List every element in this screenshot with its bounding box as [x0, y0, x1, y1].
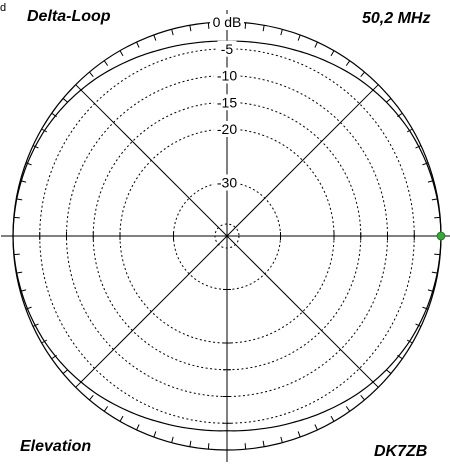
tick-label: -10 [217, 68, 237, 84]
angle-tick [330, 415, 335, 422]
angle-tick [360, 395, 365, 401]
angle-tick [314, 424, 318, 431]
spokes [1, 10, 450, 462]
pattern [12, 40, 442, 432]
edge-mark: d [0, 2, 7, 14]
angle-tick [136, 424, 140, 431]
tick-label: -20 [217, 121, 237, 137]
angle-tick [345, 60, 351, 66]
tick-label: -30 [217, 175, 237, 191]
angle-tick [280, 29, 283, 36]
angle-tick [189, 25, 192, 32]
angle-tick [153, 431, 157, 438]
angle-tick [297, 34, 301, 41]
angle-tick [434, 253, 441, 256]
tick-label-bg [210, 14, 244, 30]
angle-tick [386, 369, 392, 374]
angle-tick [386, 98, 392, 103]
angle-tick [89, 395, 94, 401]
angle-tick [314, 41, 318, 48]
angle-tick [25, 306, 32, 310]
angle-tick [103, 60, 109, 66]
chart-title-left: Delta-Loop [27, 8, 111, 25]
angle-tick [345, 406, 351, 412]
tick-label: -15 [217, 94, 237, 110]
tick-label-bg [213, 94, 241, 111]
angle-tick [62, 369, 68, 374]
author-label: DK7ZB [374, 443, 428, 460]
angle-tick [136, 41, 140, 48]
angle-tick [207, 22, 210, 29]
angle-tick [262, 25, 265, 32]
angle-tick [62, 98, 68, 103]
angle-tick [89, 71, 94, 77]
chart-title-right: 50,2 MHz [362, 10, 431, 27]
angle-tick [297, 431, 301, 438]
tick-label: 0 dB [213, 14, 242, 30]
angle-tick [280, 436, 283, 443]
plane-label: Elevation [20, 438, 92, 455]
angle-tick [119, 50, 124, 57]
pattern-line [12, 40, 442, 432]
angle-tick [244, 443, 247, 450]
angle-tick [13, 253, 20, 256]
tick-label-bg [213, 121, 241, 137]
tick-labels: 0 dB -5 -10 -15 -20 -30 [210, 14, 244, 191]
max-gain-marker [436, 231, 446, 241]
angle-tick [153, 34, 157, 41]
angle-tick [103, 406, 109, 412]
spoke [75, 84, 379, 388]
angle-tick [171, 29, 174, 36]
angle-tick [189, 440, 192, 447]
angle-tick [171, 436, 174, 443]
angle-tick [25, 162, 32, 166]
angle-tick [360, 71, 365, 77]
angle-tick [119, 415, 124, 422]
tick-label-bg [213, 174, 241, 191]
angle-tick [13, 216, 20, 219]
marker-layer [436, 231, 446, 241]
angle-tick [434, 216, 441, 219]
tick-label-bg [213, 67, 241, 84]
angle-tick [330, 50, 335, 57]
angle-tick [244, 22, 247, 29]
angle-tick [262, 440, 265, 447]
angle-tick [422, 162, 429, 166]
angle-tick [422, 306, 429, 310]
angle-tick [207, 443, 210, 450]
tick-label: -5 [221, 41, 234, 57]
tick-label-bg [217, 40, 237, 57]
